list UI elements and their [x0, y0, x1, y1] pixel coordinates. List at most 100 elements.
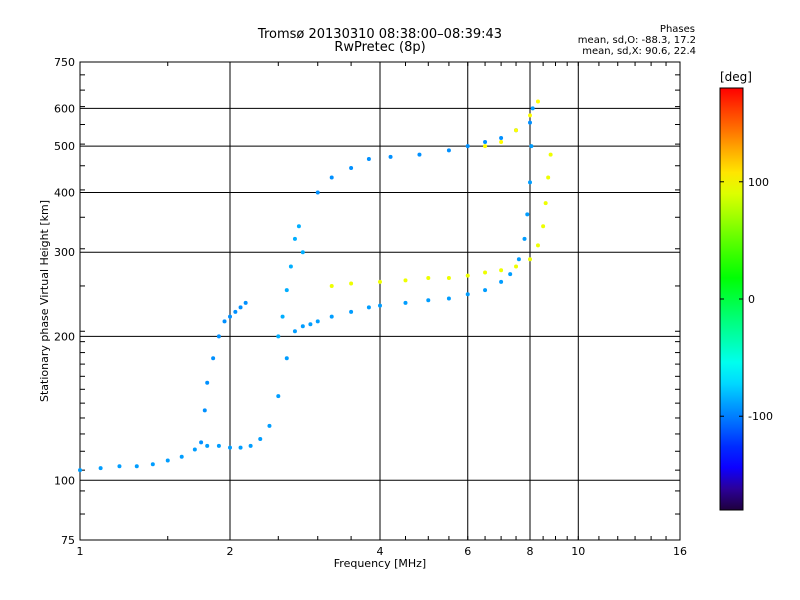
o-trace-point: [233, 309, 238, 314]
o-trace-point: [280, 314, 285, 319]
o-trace-point: [483, 140, 488, 145]
y-tick-label: 750: [54, 56, 75, 69]
o-trace-point: [202, 408, 207, 413]
o-trace-point: [499, 136, 504, 141]
o-trace-point: [388, 154, 393, 159]
x-tick-label: 10: [571, 545, 585, 558]
o-trace-point: [529, 144, 534, 149]
x-trace-point: [546, 175, 551, 180]
y-tick-label: 75: [61, 534, 75, 547]
o-trace-point: [292, 236, 297, 241]
x-trace-point: [541, 224, 546, 229]
o-trace-point: [243, 300, 248, 305]
o-trace-point: [248, 443, 253, 448]
o-trace-point: [117, 464, 122, 469]
o-trace-point: [267, 423, 272, 428]
o-trace-point: [238, 305, 243, 310]
o-trace-point: [378, 303, 382, 308]
x-trace-point: [543, 201, 548, 206]
y-tick-label: 200: [54, 330, 75, 343]
x-trace-point: [403, 278, 408, 283]
o-trace-point: [222, 319, 227, 324]
o-trace-point: [284, 356, 289, 361]
o-trace-point: [284, 288, 289, 293]
x-trace-point: [349, 281, 354, 286]
phases-o-stats: mean, sd,O: -88.3, 17.2: [577, 35, 696, 46]
o-trace-point: [446, 296, 451, 301]
o-trace-point: [78, 468, 82, 473]
y-tick-label: 100: [54, 474, 75, 487]
o-trace-point: [192, 447, 197, 452]
y-tick-label: 600: [54, 102, 75, 115]
o-trace-point: [211, 356, 216, 361]
o-trace-point: [329, 175, 334, 180]
o-trace-point: [329, 314, 334, 319]
x-tick-label: 4: [377, 545, 384, 558]
y-tick-label: 500: [54, 140, 75, 153]
x-trace-point: [378, 279, 382, 284]
y-tick-label: 300: [54, 246, 75, 259]
y-tick-label: 400: [54, 186, 75, 199]
o-trace-point: [276, 334, 281, 339]
x-axis-label: Frequency [MHz]: [334, 557, 426, 570]
x-trace-point: [483, 270, 488, 275]
chart-subtitle: RwPretec (8p): [334, 40, 426, 55]
o-trace-point: [366, 305, 371, 310]
o-trace-point: [165, 458, 170, 463]
o-trace-point: [446, 148, 451, 153]
o-trace-point: [296, 224, 301, 229]
colorbar-tick-label: 0: [748, 293, 755, 306]
x-tick-label: 16: [673, 545, 687, 558]
x-trace-point: [514, 128, 519, 133]
x-tick-label: 6: [464, 545, 471, 558]
o-trace-point: [205, 443, 210, 448]
o-trace-point: [308, 322, 313, 327]
x-trace-point: [535, 243, 540, 248]
o-trace-point: [426, 298, 431, 303]
x-trace-point: [465, 273, 470, 278]
o-trace-point: [528, 120, 532, 125]
o-trace-point: [516, 257, 521, 262]
o-trace-point: [216, 334, 221, 339]
o-trace-point: [179, 454, 184, 459]
o-trace-point: [216, 443, 221, 448]
o-trace-point: [499, 279, 504, 284]
o-trace-point: [528, 180, 532, 185]
colorbar-tick-label: -100: [748, 410, 773, 423]
o-trace-point: [349, 309, 354, 314]
o-trace-point: [199, 440, 204, 445]
x-trace-point: [528, 257, 532, 262]
o-trace-point: [403, 300, 408, 305]
x-trace-point: [329, 283, 334, 288]
chart-title: Tromsø 20130310 08:38:00–08:39:43: [257, 27, 503, 42]
o-trace-point: [300, 250, 305, 255]
x-trace-point: [535, 99, 540, 104]
colorbar-tick-label: 100: [748, 176, 769, 189]
x-tick-label: 8: [527, 545, 534, 558]
o-trace-point: [292, 329, 297, 334]
o-trace-point: [238, 445, 243, 450]
o-trace-point: [300, 324, 305, 329]
o-trace-point: [315, 319, 320, 324]
o-trace-point: [508, 272, 513, 277]
o-trace-point: [525, 212, 530, 217]
o-trace-point: [288, 264, 293, 269]
o-trace-point: [349, 166, 354, 171]
o-trace-point: [98, 466, 103, 471]
o-trace-point: [417, 152, 422, 157]
x-trace-point: [528, 113, 532, 118]
phases-x-stats: mean, sd,X: 90.6, 22.4: [582, 46, 696, 57]
x-trace-point: [548, 152, 553, 157]
o-trace-point: [465, 144, 470, 149]
x-tick-label: 1: [77, 545, 84, 558]
o-trace-point: [258, 436, 263, 441]
o-trace-point: [366, 157, 371, 162]
o-trace-point: [228, 445, 232, 450]
x-trace-point: [446, 275, 451, 280]
o-trace-point: [522, 236, 527, 241]
phases-title: Phases: [659, 24, 695, 35]
o-trace-point: [483, 288, 488, 293]
o-trace-point: [465, 292, 470, 297]
o-trace-point: [315, 190, 320, 195]
